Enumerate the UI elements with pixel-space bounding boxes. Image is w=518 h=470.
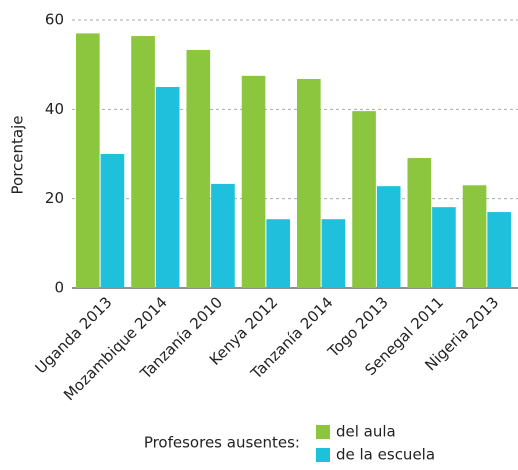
bar	[186, 49, 211, 288]
bar	[432, 207, 456, 288]
y-axis-label: Porcentaje	[9, 116, 27, 195]
bar	[266, 219, 290, 288]
bar	[100, 154, 125, 288]
y-tick-label: 40	[45, 100, 64, 118]
bar	[462, 185, 487, 288]
y-tick-label: 20	[45, 189, 64, 207]
legend-swatch	[316, 425, 330, 439]
legend-label: del aula	[336, 423, 396, 441]
bar	[297, 78, 321, 289]
x-tick-label: Mozambique 2014	[60, 293, 171, 404]
bar	[155, 87, 180, 288]
bar	[321, 219, 346, 288]
y-tick-label: 0	[54, 279, 64, 297]
bar	[487, 212, 511, 288]
legend-label: de la escuela	[336, 446, 435, 464]
y-tick-label: 60	[45, 11, 64, 29]
bar	[376, 186, 401, 288]
legend-swatch	[316, 448, 330, 462]
bar	[131, 36, 155, 288]
bar	[352, 111, 376, 289]
legend-title: Profesores ausentes:	[144, 434, 300, 452]
bar	[76, 33, 100, 289]
bar	[211, 183, 235, 288]
bar	[241, 75, 266, 288]
bar	[407, 158, 432, 288]
